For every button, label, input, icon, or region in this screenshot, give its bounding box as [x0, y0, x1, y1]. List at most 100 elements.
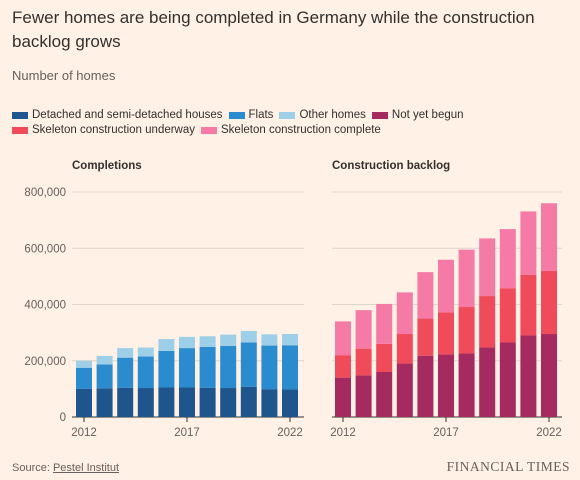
bar-segment — [137, 356, 154, 389]
bar-segment — [220, 388, 237, 417]
bar-segment — [282, 334, 298, 346]
bar-segment — [179, 348, 195, 388]
bar-segment — [520, 335, 537, 417]
bar-segment — [376, 343, 393, 372]
bar-segment — [282, 389, 298, 417]
bar-segment — [179, 336, 195, 349]
bar-segment — [417, 318, 434, 356]
legend-swatch-detached — [12, 112, 28, 119]
bar-segment — [417, 272, 434, 319]
y-tick-label: 200,000 — [24, 356, 66, 368]
bar-segment — [438, 354, 454, 417]
source-link[interactable]: Pestel Institut — [52, 462, 120, 474]
bar-segment — [458, 249, 475, 308]
bar-segment — [76, 360, 92, 368]
bar-segment — [499, 288, 516, 343]
y-tick-label: 800,000 — [24, 187, 66, 199]
bar-segment — [520, 274, 537, 336]
bar-segment — [541, 203, 557, 271]
bar-segment — [355, 310, 372, 349]
bar-segment — [335, 355, 351, 378]
source-prefix: Source: — [12, 462, 53, 474]
bar-segment — [179, 387, 195, 417]
x-tick-label: 2012 — [330, 427, 356, 439]
bar-segment — [438, 259, 454, 313]
bar-segment — [520, 211, 537, 275]
legend-swatch-not-begun — [371, 112, 388, 119]
bar-segment — [158, 339, 175, 351]
legend-swatch-flats — [228, 112, 245, 119]
bar-segment — [261, 389, 278, 417]
bar-segment — [417, 355, 434, 417]
bar-segment — [199, 346, 216, 388]
bar-segment — [137, 388, 154, 417]
legend-label-detached: Detached and semi-detached houses — [32, 109, 223, 121]
legend-label-not-begun: Not yet begun — [391, 109, 464, 121]
bar-segment — [261, 345, 278, 390]
bar-segment — [335, 321, 351, 356]
legend-item-skeleton-underway: Skeleton construction underway — [12, 123, 195, 138]
bar-segment — [458, 353, 475, 417]
bar-segment — [396, 363, 413, 417]
bar-segment — [240, 386, 257, 417]
bar-segment — [479, 296, 496, 348]
bar-segment — [240, 330, 257, 343]
legend: Detached and semi-detached houses Flats … — [12, 108, 572, 138]
chart-area: 0 200,000 400,000 600,000 800,000 Completions… — [24, 160, 562, 439]
bar-segment — [137, 347, 154, 357]
bar-segment — [458, 307, 475, 354]
y-tick-label: 0 — [60, 412, 66, 424]
legend-swatch-skeleton-complete — [201, 127, 218, 134]
chart-subtitle: Number of homes — [12, 68, 116, 83]
bar-segment — [240, 342, 257, 387]
bar-segment — [499, 229, 516, 289]
x-tick-label: 2012 — [71, 427, 97, 439]
y-tick-label: 400,000 — [24, 300, 66, 312]
legend-swatch-skeleton-underway — [12, 127, 28, 134]
bar-segment — [158, 350, 175, 388]
bar-segment — [479, 238, 496, 297]
legend-item-not-begun: Not yet begun — [371, 108, 464, 123]
x-tick-label: 2022 — [277, 427, 303, 439]
bar-segment — [117, 348, 134, 358]
bar-segment — [335, 377, 351, 417]
bar-segment — [396, 292, 413, 335]
y-tick-label: 600,000 — [24, 243, 66, 255]
legend-item-flats: Flats — [228, 108, 274, 123]
bar-segment — [355, 348, 372, 376]
legend-item-other: Other homes — [279, 108, 366, 123]
bar-segment — [355, 375, 372, 417]
bar-segment — [117, 357, 134, 388]
legend-item-skeleton-complete: Skeleton construction complete — [201, 123, 381, 138]
x-tick-label: 2017 — [174, 427, 200, 439]
brand-logo: FINANCIAL TIMES — [446, 459, 570, 474]
bar-segment — [499, 342, 516, 417]
legend-swatch-other — [279, 112, 296, 119]
bar-segment — [261, 334, 278, 346]
bar-segment — [541, 270, 557, 335]
x-tick-label: 2022 — [536, 427, 562, 439]
bar-segment — [220, 334, 237, 346]
x-tick-label: 2017 — [433, 427, 459, 439]
bar-segment — [376, 303, 393, 344]
bar-segment — [541, 334, 557, 417]
bar-segment — [438, 312, 454, 355]
panel-title: Completions — [72, 160, 142, 172]
bar-segment — [96, 364, 113, 389]
legend-label-other: Other homes — [299, 109, 366, 121]
panel-title: Construction backlog — [332, 160, 450, 172]
legend-label-skeleton-underway: Skeleton construction underway — [32, 124, 196, 136]
bar-segment — [479, 347, 496, 417]
bar-segment — [199, 336, 216, 347]
bar-segment — [199, 387, 216, 417]
bar-segment — [158, 387, 175, 417]
legend-label-flats: Flats — [248, 109, 274, 121]
source-note: Source: Pestel Institut — [12, 462, 119, 474]
bar-segment — [282, 345, 298, 390]
bar-segment — [96, 388, 113, 417]
bar-segment — [96, 355, 113, 365]
bar-segment — [117, 387, 134, 417]
bar-segment — [396, 334, 413, 364]
legend-item-detached: Detached and semi-detached houses — [12, 108, 223, 123]
legend-label-skeleton-complete: Skeleton construction complete — [221, 124, 381, 136]
